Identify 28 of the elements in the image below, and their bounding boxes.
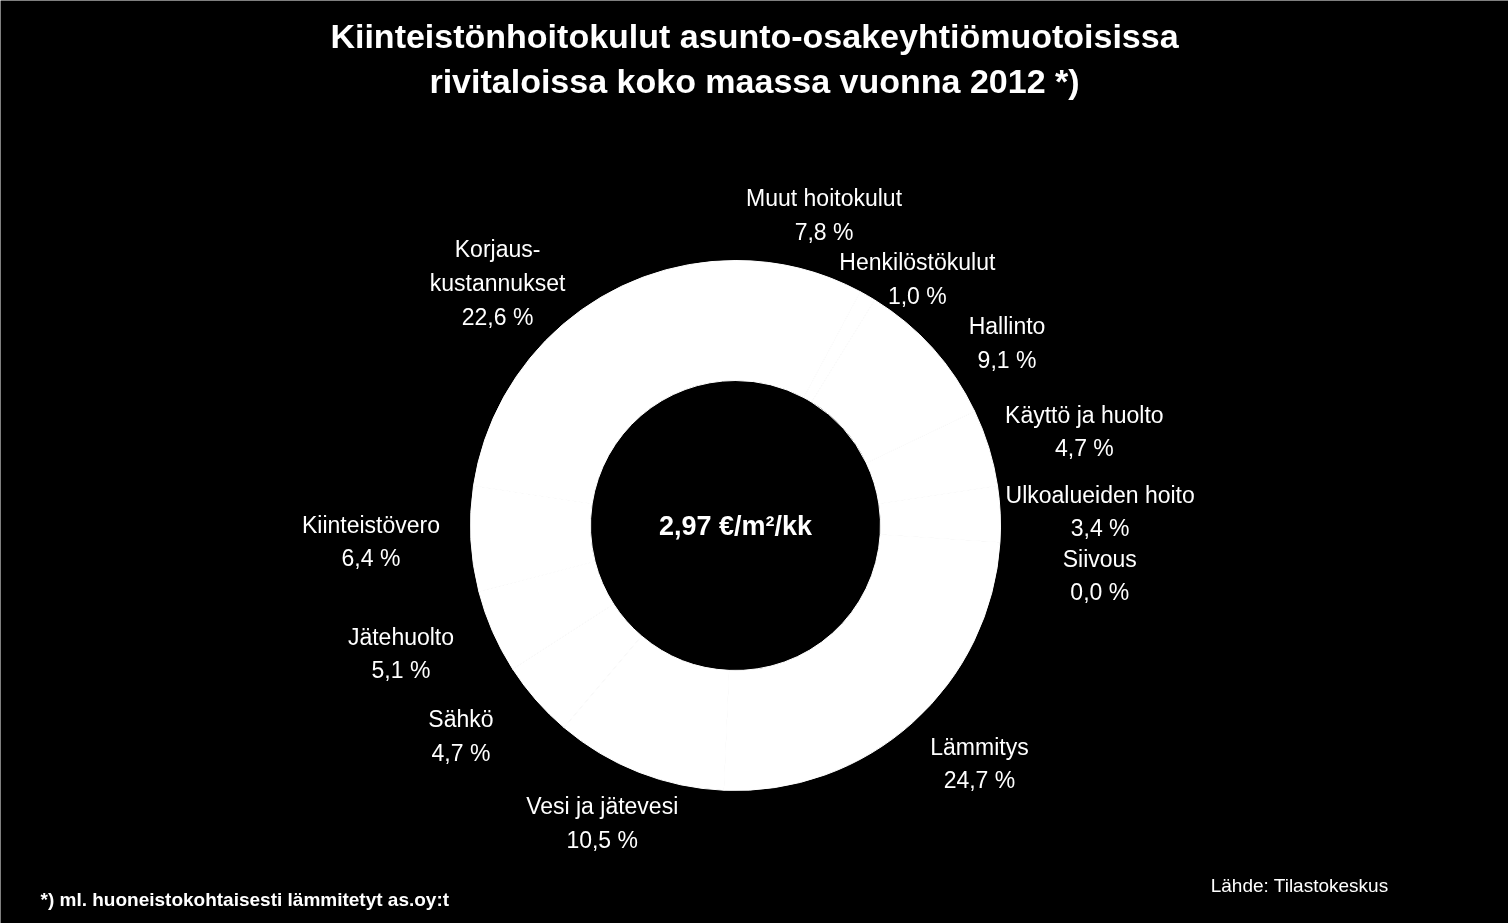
data-label: 22,6 % <box>461 303 534 330</box>
slice-label: Jätehuolto <box>347 623 455 650</box>
slice-label: Sähkö <box>428 706 494 733</box>
data-label: 10,5 % <box>566 827 639 854</box>
data-label: 5,1 % <box>371 657 431 684</box>
data-label: 9,1 % <box>977 346 1037 373</box>
data-label: 7,8 % <box>794 218 854 245</box>
data-label: 24,7 % <box>943 767 1016 794</box>
text: *) ml. huoneistokohtaisesti lämmitetyt as.oy:t <box>40 888 450 910</box>
data-label: 1,0 % <box>887 282 947 309</box>
text: 2,97 €/m²/kk <box>658 510 814 541</box>
slice-label: Lämmitys <box>930 733 1029 760</box>
data-label: 4,7 % <box>431 740 491 767</box>
slice-label: Muut hoitokulut <box>746 185 903 212</box>
category-label: Siivous <box>1062 545 1137 572</box>
data-label: 4,7 % <box>1054 435 1114 462</box>
data-label: 6,4 % <box>341 545 401 572</box>
slice-label: Henkilöstökulut <box>839 249 996 276</box>
text: 0,0 % <box>1070 579 1130 606</box>
slice-label: Käyttö ja huolto <box>1005 401 1164 428</box>
slice-label: Vesi ja jätevesi <box>526 793 679 820</box>
slice-label: Korjaus-kustannukset <box>429 236 566 296</box>
slice-label: Hallinto <box>968 313 1046 340</box>
data-label: 3,4 % <box>1070 515 1130 542</box>
chart-title: Kiinteistönhoitokulut asunto-osakeyhtiömuotoisissa rivitaloissa koko maassa vuonna 2012 *) <box>330 16 1180 101</box>
slice-label: Ulkoalueiden hoito <box>1005 481 1195 508</box>
slice-label: Kiinteistövero <box>301 511 441 538</box>
text: Lähde: Tilastokeskus <box>1210 874 1389 896</box>
